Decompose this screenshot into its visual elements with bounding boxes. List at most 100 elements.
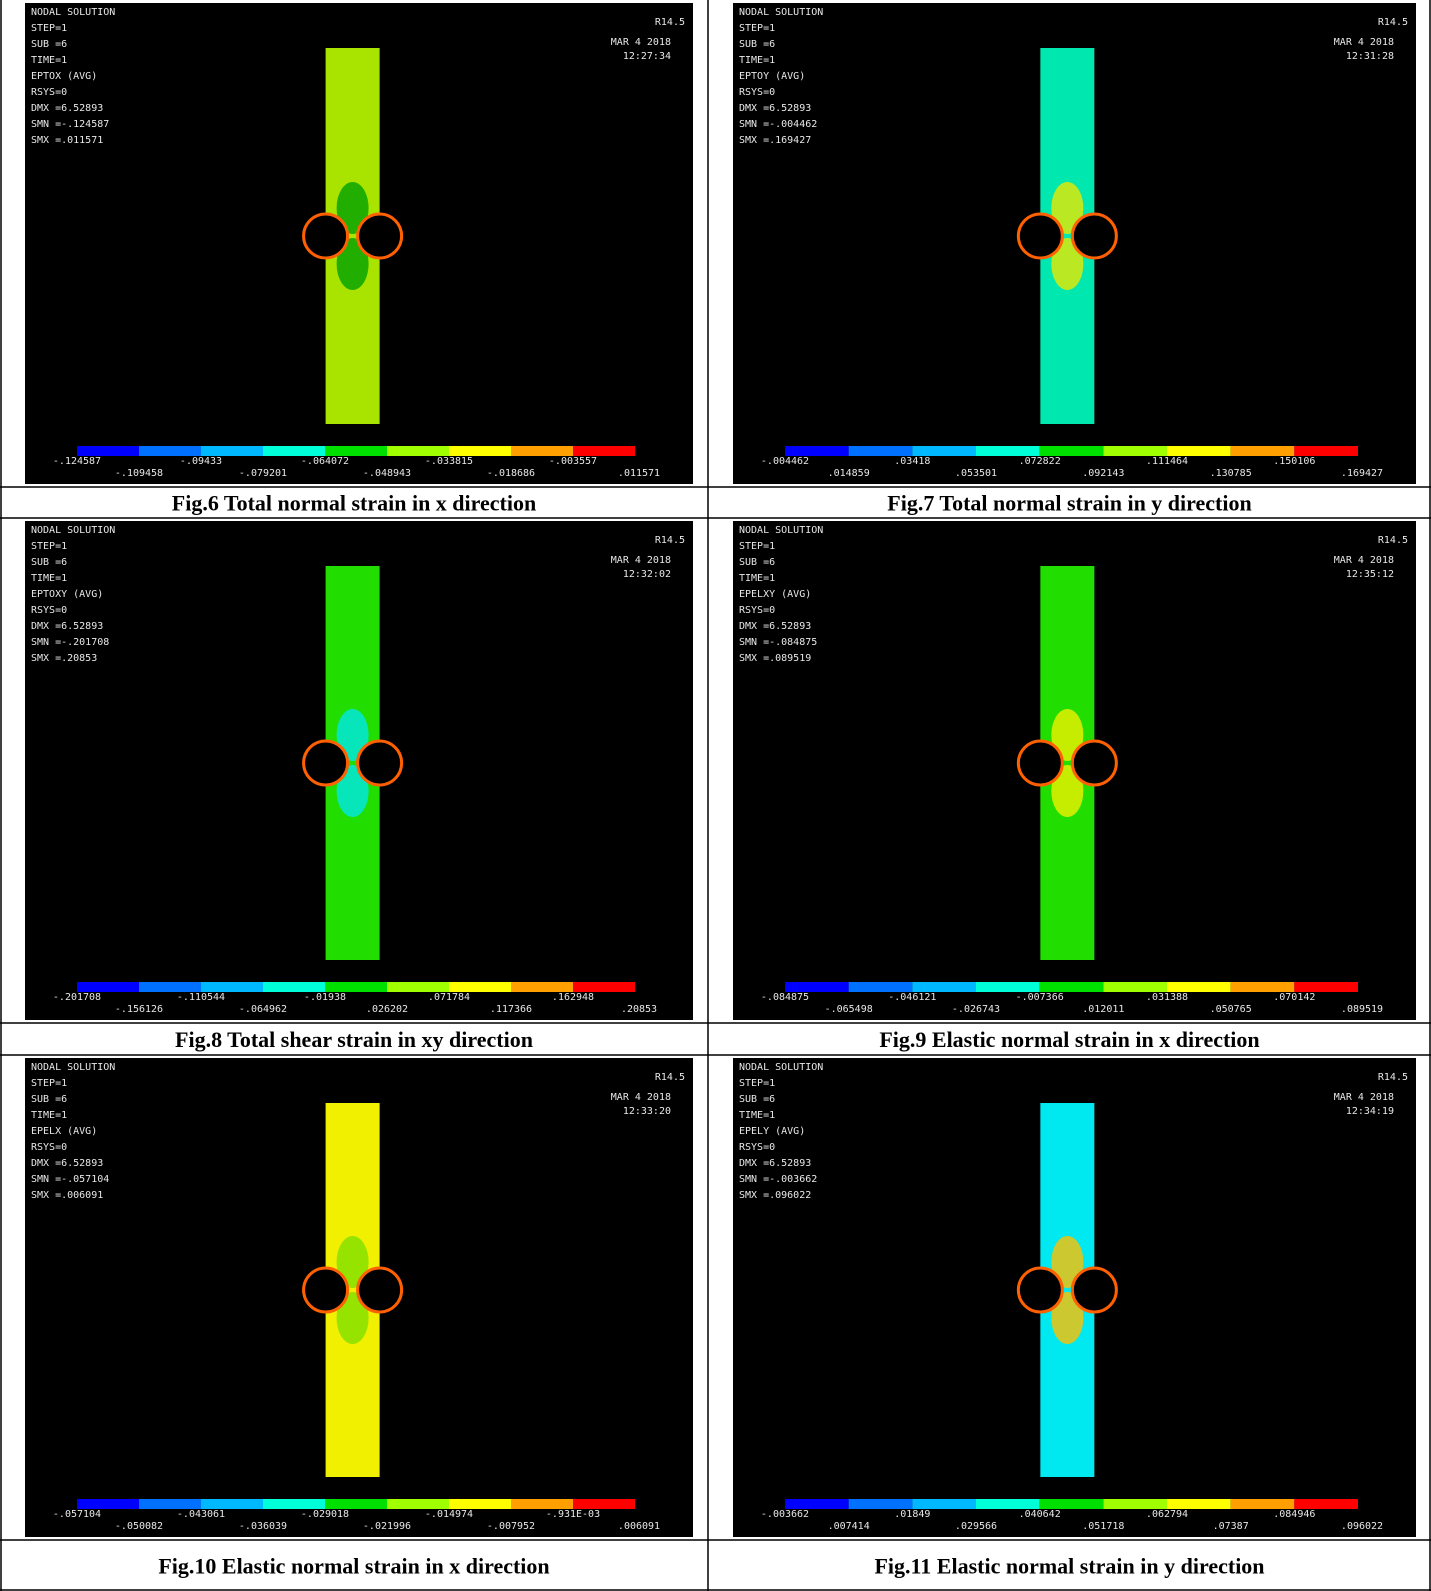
plot-header-line: SMX =.006091 [31,1190,103,1201]
colorbar-swatch [325,1499,387,1509]
colorbar-label: .01849 [894,1509,930,1520]
colorbar-swatch [573,1499,635,1509]
colorbar-swatch [1103,446,1167,456]
colorbar-label: .072822 [1019,456,1061,467]
colorbar-swatch [573,446,635,456]
colorbar-swatch [976,982,1040,992]
colorbar-swatch [1294,1499,1358,1509]
colorbar-swatch [849,1499,913,1509]
colorbar-label: .026202 [366,1004,408,1015]
date: MAR 4 2018 [1334,1092,1394,1103]
plot-header-line: RSYS=0 [739,1142,775,1153]
colorbar-label: .006091 [618,1521,660,1532]
colorbar-label: .040642 [1019,1509,1061,1520]
plot-header-line: SMN =-.201708 [31,637,109,648]
time: 12:27:34 [623,51,671,62]
figure-caption: Fig.10 Elastic normal strain in x direct… [158,1554,549,1579]
plot-header-line: SUB =6 [739,39,775,50]
colorbar-label: .050765 [1210,1004,1252,1015]
colorbar-label: -.109458 [115,468,163,479]
plot-header-line: STEP=1 [31,23,67,34]
plot-header-line: EPTOY (AVG) [739,71,805,82]
time: 12:33:20 [623,1106,671,1117]
colorbar-label: .111464 [1146,456,1188,467]
plot-header-line: STEP=1 [739,23,775,34]
colorbar-swatch [976,446,1040,456]
colorbar-label: .031388 [1146,992,1188,1003]
plot-header-line: NODAL SOLUTION [739,525,823,536]
notch [358,1268,402,1312]
colorbar-swatch [1167,982,1231,992]
colorbar-label: .169427 [1341,468,1383,479]
colorbar-label: -.036039 [239,1521,287,1532]
colorbar-swatch [785,1499,849,1509]
colorbar-label: .07387 [1213,1521,1249,1532]
time: 12:34:19 [1346,1106,1394,1117]
colorbar-swatch [1167,1499,1231,1509]
plot-header-line: SUB =6 [31,557,67,568]
date: MAR 4 2018 [611,1092,671,1103]
colorbar-label: .084946 [1273,1509,1315,1520]
colorbar-label: -.018686 [487,468,535,479]
colorbar-label: .012011 [1082,1004,1124,1015]
colorbar-swatch [785,446,849,456]
colorbar-label: -.084875 [761,992,809,1003]
plot-header-line: SMX =.089519 [739,653,811,664]
colorbar-swatch [511,446,573,456]
colorbar-label: -.201708 [53,992,101,1003]
colorbar-swatch [77,982,139,992]
colorbar-label: .070142 [1273,992,1315,1003]
colorbar-label: .029566 [955,1521,997,1532]
colorbar-swatch [573,982,635,992]
plot-header-line: STEP=1 [739,541,775,552]
plot-header-line: SMX =.169427 [739,135,811,146]
plot-header-line: TIME=1 [739,573,775,584]
notch [1072,1268,1116,1312]
plot-header-line: SMN =-.084875 [739,637,817,648]
version: R14.5 [655,535,685,546]
plot-header-line: DMX =6.52893 [31,103,103,114]
colorbar-label: .071784 [428,992,470,1003]
plot-header-line: NODAL SOLUTION [31,1062,115,1073]
colorbar-swatch [1040,1499,1104,1509]
colorbar-swatch [201,1499,263,1509]
colorbar-label: .092143 [1082,468,1124,479]
colorbar-swatch [1294,982,1358,992]
figure-caption: Fig.9 Elastic normal strain in x directi… [879,1027,1259,1052]
plot-header-line: TIME=1 [31,573,67,584]
plot-header-line: DMX =6.52893 [739,103,811,114]
page: NODAL SOLUTIONSTEP=1SUB =6TIME=1EPTOX (A… [0,0,1431,1591]
plot-header-line: NODAL SOLUTION [739,1062,823,1073]
colorbar-label: -.003557 [549,456,597,467]
colorbar-swatch [1294,446,1358,456]
plot-header-line: SMX =.011571 [31,135,103,146]
colorbar-label: -.007366 [1016,992,1064,1003]
version: R14.5 [1378,17,1408,28]
colorbar-swatch [325,982,387,992]
plot-header-line: SMX =.20853 [31,653,97,664]
colorbar-label: .150106 [1273,456,1315,467]
plot-header-line: SMN =-.057104 [31,1174,109,1185]
colorbar-swatch [912,982,976,992]
plot-header-line: EPELX (AVG) [31,1126,97,1137]
notch [358,741,402,785]
colorbar-swatch [387,1499,449,1509]
colorbar-swatch [201,982,263,992]
colorbar-swatch [1231,446,1295,456]
notch [304,741,348,785]
plot-header-line: SMN =-.004462 [739,119,817,130]
plot-header-line: NODAL SOLUTION [31,7,115,18]
figure-caption: Fig.7 Total normal strain in y direction [887,491,1251,516]
colorbar-swatch [201,446,263,456]
plot-header-line: STEP=1 [739,1078,775,1089]
plot-header-line: RSYS=0 [739,605,775,616]
colorbar-swatch [976,1499,1040,1509]
plot-header-line: RSYS=0 [31,87,67,98]
colorbar-swatch [77,446,139,456]
plot-header-line: SMN =-.124587 [31,119,109,130]
colorbar-label: -.043061 [177,1509,225,1520]
plot-header-line: NODAL SOLUTION [739,7,823,18]
colorbar-label: -.026743 [952,1004,1000,1015]
plot-header-line: DMX =6.52893 [31,621,103,632]
colorbar-label: .089519 [1341,1004,1383,1015]
